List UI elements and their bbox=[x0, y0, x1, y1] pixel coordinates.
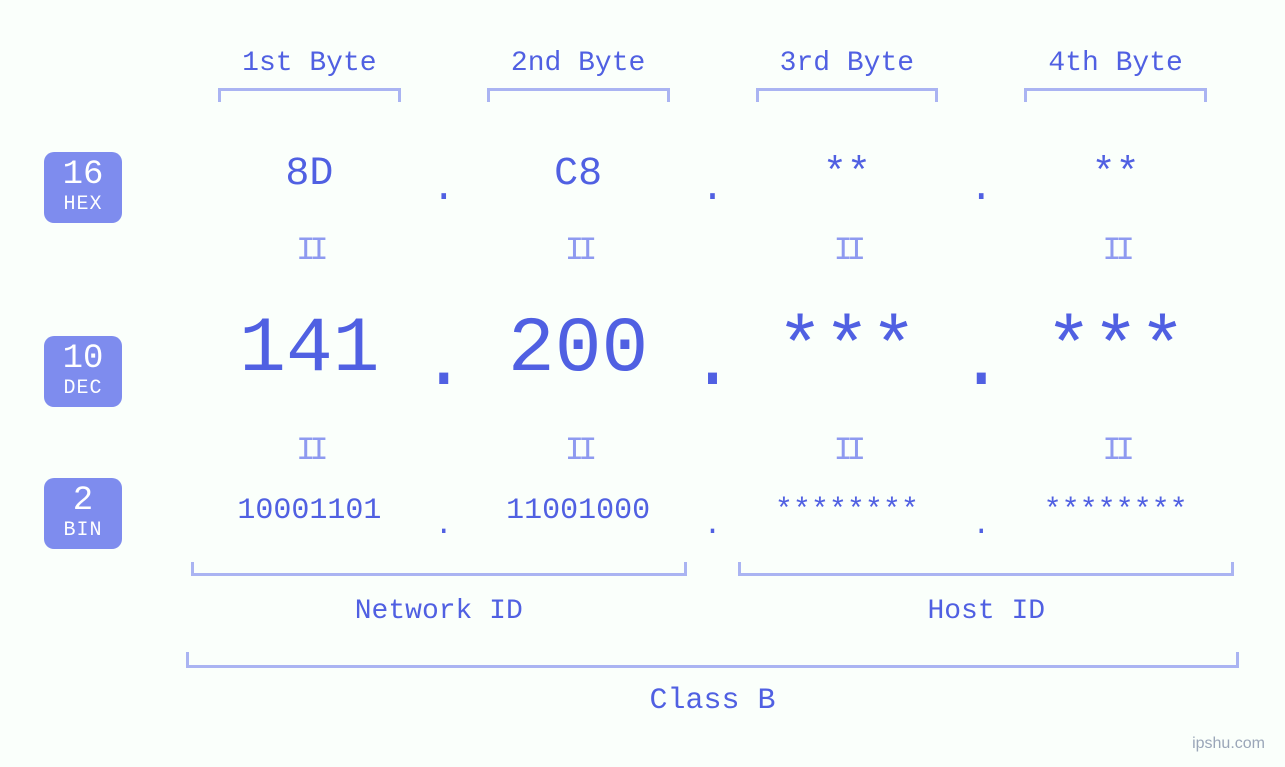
bracket-top-icon bbox=[487, 88, 670, 102]
equals-icon: II bbox=[713, 432, 982, 469]
badge-bin-label: BIN bbox=[44, 520, 122, 541]
badge-dec: 10 DEC bbox=[44, 336, 122, 407]
row-equals-bottom: II II II II bbox=[175, 432, 1250, 469]
equals-icon: II bbox=[175, 432, 444, 469]
badge-dec-label: DEC bbox=[44, 378, 122, 399]
watermark: ipshu.com bbox=[1192, 735, 1265, 753]
bracket-top-icon bbox=[218, 88, 401, 102]
hex-byte-1: 8D bbox=[175, 152, 444, 197]
class-label: Class B bbox=[175, 684, 1250, 718]
network-host-brackets: Network ID Host ID bbox=[175, 562, 1250, 627]
badge-bin-num: 2 bbox=[44, 484, 122, 520]
byte-label-2: 2nd Byte bbox=[444, 48, 713, 79]
row-bin: 10001101 . 11001000 . ******** . *******… bbox=[175, 494, 1250, 528]
equals-icon: II bbox=[981, 432, 1250, 469]
row-dec: 141 . 200 . *** . *** bbox=[175, 306, 1250, 394]
badge-dec-num: 10 bbox=[44, 342, 122, 378]
class-bracket: Class B bbox=[175, 652, 1250, 718]
bin-byte-2: 11001000 bbox=[444, 494, 713, 528]
bracket-top-icon bbox=[1024, 88, 1207, 102]
network-id-label: Network ID bbox=[175, 596, 703, 627]
row-hex: 8D . C8 . ** . ** bbox=[175, 152, 1250, 197]
ip-diagram: 1st Byte 2nd Byte 3rd Byte 4th Byte 16 H… bbox=[0, 0, 1285, 767]
bracket-bottom-icon bbox=[738, 562, 1234, 576]
bracket-top-icon bbox=[756, 88, 939, 102]
network-id-group: Network ID bbox=[175, 562, 703, 627]
row-equals-top: II II II II bbox=[175, 232, 1250, 269]
equals-icon: II bbox=[444, 232, 713, 269]
byte-label-1: 1st Byte bbox=[175, 48, 444, 79]
byte-labels-row: 1st Byte 2nd Byte 3rd Byte 4th Byte bbox=[175, 48, 1250, 79]
hex-byte-4: ** bbox=[981, 152, 1250, 197]
equals-icon: II bbox=[713, 232, 982, 269]
dec-byte-3: *** bbox=[713, 306, 982, 394]
hex-byte-3: ** bbox=[713, 152, 982, 197]
badge-hex-label: HEX bbox=[44, 194, 122, 215]
host-id-label: Host ID bbox=[723, 596, 1251, 627]
badge-bin: 2 BIN bbox=[44, 478, 122, 549]
dec-byte-1: 141 bbox=[175, 306, 444, 394]
host-id-group: Host ID bbox=[723, 562, 1251, 627]
bin-byte-4: ******** bbox=[981, 494, 1250, 528]
equals-icon: II bbox=[175, 232, 444, 269]
byte-label-4: 4th Byte bbox=[981, 48, 1250, 79]
byte-brackets-top bbox=[175, 88, 1250, 102]
badge-hex: 16 HEX bbox=[44, 152, 122, 223]
bracket-bottom-icon bbox=[191, 562, 687, 576]
dec-byte-4: *** bbox=[981, 306, 1250, 394]
hex-byte-2: C8 bbox=[444, 152, 713, 197]
badge-hex-num: 16 bbox=[44, 158, 122, 194]
bin-byte-1: 10001101 bbox=[175, 494, 444, 528]
equals-icon: II bbox=[444, 432, 713, 469]
dec-byte-2: 200 bbox=[444, 306, 713, 394]
bin-byte-3: ******** bbox=[713, 494, 982, 528]
equals-icon: II bbox=[981, 232, 1250, 269]
bracket-bottom-icon bbox=[186, 652, 1240, 668]
byte-label-3: 3rd Byte bbox=[713, 48, 982, 79]
